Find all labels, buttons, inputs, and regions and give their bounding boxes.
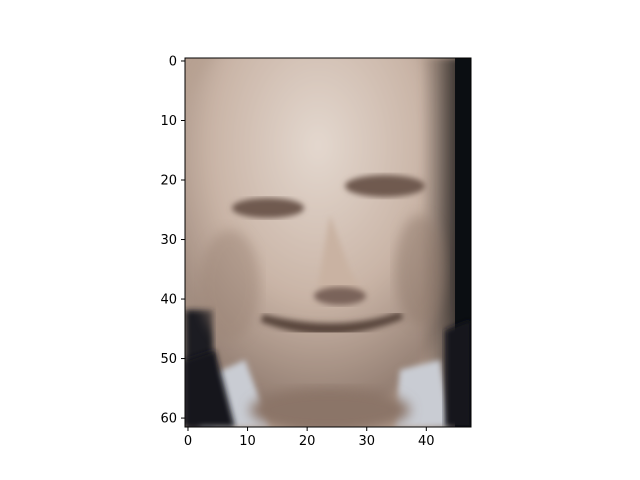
left-eye [232, 198, 304, 218]
y-tick-label: 50 [160, 352, 177, 367]
y-tick-label: 60 [160, 412, 177, 427]
y-tick-label: 20 [160, 174, 177, 189]
y-tick-label: 10 [160, 114, 177, 129]
x-tick-label: 0 [184, 434, 192, 449]
x-tick-label: 30 [358, 434, 375, 449]
right-eye [345, 175, 425, 197]
axes-frame [184, 57, 472, 428]
y-tick-label: 30 [160, 233, 177, 248]
image-plot [185, 58, 471, 427]
y-axis: 0 10 20 30 40 50 60 [160, 54, 185, 427]
y-tick-label: 0 [169, 54, 177, 69]
x-tick-label: 10 [239, 434, 256, 449]
mouth [260, 311, 404, 335]
x-tick-label: 20 [299, 434, 316, 449]
nose [318, 215, 365, 300]
x-tick-label: 40 [418, 434, 435, 449]
x-axis: 0 10 20 30 40 [184, 427, 435, 449]
y-tick-label: 40 [160, 293, 177, 308]
